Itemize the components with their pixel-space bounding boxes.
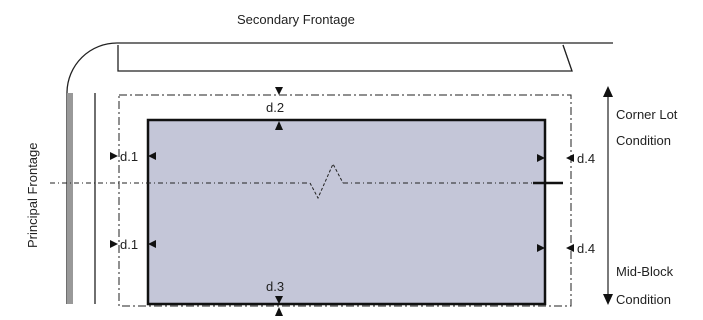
d2-arrow-down xyxy=(275,87,283,95)
secondary-frontage-label: Secondary Frontage xyxy=(237,12,355,27)
d4-upper-arrow-left xyxy=(566,154,574,162)
principal-street-edge-band xyxy=(67,93,73,304)
mid-block-label: Mid-Block xyxy=(616,264,674,279)
d2-arrow-up xyxy=(275,121,283,130)
d4-lower-arrow-right xyxy=(537,244,545,252)
d4-lower-label: d.4 xyxy=(577,241,595,256)
d1-lower-label: d.1 xyxy=(120,237,138,252)
d4-lower-arrow-left xyxy=(566,244,574,252)
corner-lot-label: Corner Lot xyxy=(616,107,678,122)
outer-curb-line xyxy=(66,42,613,304)
corner-lot-condition-label: Condition xyxy=(616,133,671,148)
street-edges xyxy=(66,42,613,304)
dimension-arrows xyxy=(110,87,574,316)
condition-arrow-up xyxy=(603,86,613,97)
d3-arrow-down xyxy=(275,296,283,304)
d1-upper-arrow-left xyxy=(148,152,156,160)
d2-label: d.2 xyxy=(266,100,284,115)
break-line xyxy=(50,162,533,200)
mid-block-condition-label: Condition xyxy=(616,292,671,307)
sidewalk-strip xyxy=(117,44,573,72)
sidewalk-strip-end xyxy=(562,44,573,72)
d1-lower-arrow-left xyxy=(148,240,156,248)
principal-frontage-label: Principal Frontage xyxy=(25,143,40,249)
d3-arrow-up xyxy=(275,307,283,316)
d4-upper-label: d.4 xyxy=(577,151,595,166)
d3-label: d.3 xyxy=(266,279,284,294)
building-footprint xyxy=(146,118,547,306)
d1-lower-arrow-right xyxy=(110,240,118,248)
condition-range-arrow xyxy=(603,86,613,305)
break-line-zigzag xyxy=(309,162,344,200)
lot-line xyxy=(118,94,572,307)
condition-arrow-down xyxy=(603,294,613,305)
d1-upper-arrow-right xyxy=(110,152,118,160)
d4-upper-arrow-right xyxy=(537,154,545,162)
d1-upper-label: d.1 xyxy=(120,149,138,164)
